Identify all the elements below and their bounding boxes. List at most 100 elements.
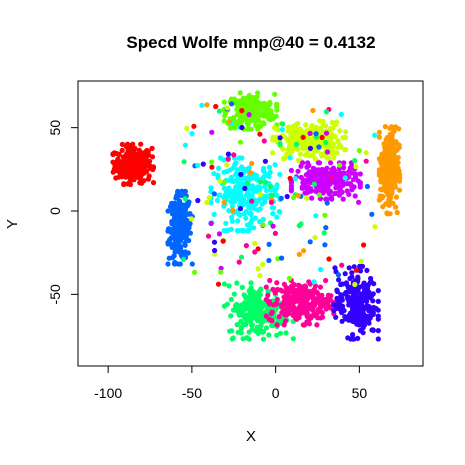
cluster-3-point bbox=[318, 125, 324, 131]
cluster-3-point bbox=[327, 126, 333, 132]
cluster-8-point bbox=[315, 291, 321, 297]
cluster-5-point bbox=[340, 196, 346, 202]
cluster-8-point bbox=[290, 312, 296, 318]
cluster-9-point bbox=[356, 284, 362, 290]
cluster-3-point bbox=[289, 140, 295, 146]
cluster-2-point bbox=[234, 101, 240, 107]
cluster-9-point bbox=[349, 270, 355, 276]
cluster-6-point bbox=[393, 194, 399, 200]
cluster-9-point bbox=[369, 293, 375, 299]
cluster-7-point bbox=[259, 311, 265, 317]
cluster-6-point bbox=[393, 204, 399, 210]
outlier-point bbox=[204, 199, 210, 205]
cluster-6-point bbox=[389, 190, 395, 196]
cluster-9-point bbox=[350, 332, 356, 338]
cluster-7-point bbox=[270, 322, 276, 329]
cluster-8-point bbox=[317, 284, 323, 290]
cluster-1-point bbox=[172, 243, 178, 249]
outlier-point bbox=[261, 138, 267, 144]
cluster-8-point bbox=[289, 283, 295, 289]
cluster-6-point bbox=[384, 174, 390, 180]
cluster-7-point bbox=[241, 292, 247, 298]
cluster-8-point bbox=[281, 281, 287, 287]
cluster-6-point bbox=[378, 179, 384, 185]
outlier-point bbox=[246, 112, 252, 118]
cluster-6-point bbox=[390, 143, 396, 149]
cluster-0-point bbox=[121, 181, 127, 188]
cluster-6-point bbox=[382, 124, 388, 130]
cluster-5-point bbox=[332, 190, 338, 197]
outlier-point bbox=[353, 164, 359, 170]
cluster-8-point bbox=[266, 298, 272, 305]
cluster-5-point bbox=[295, 168, 301, 174]
cluster-2-point bbox=[259, 101, 265, 107]
cluster-3-point bbox=[281, 155, 287, 162]
cluster-2-point bbox=[235, 111, 241, 118]
outlier-point bbox=[295, 193, 301, 199]
cluster-6-point bbox=[396, 126, 402, 132]
cluster-8-point bbox=[274, 286, 281, 293]
outlier-point bbox=[328, 175, 334, 181]
cluster-6-point bbox=[376, 134, 382, 140]
cluster-6-point bbox=[388, 124, 395, 130]
outlier-point bbox=[236, 259, 242, 265]
cluster-8-point bbox=[271, 302, 277, 308]
cluster-5-point bbox=[334, 181, 340, 187]
outlier-point bbox=[337, 162, 343, 168]
cluster-3-point bbox=[306, 153, 313, 159]
cluster-3-point bbox=[309, 123, 315, 129]
outlier-point bbox=[205, 233, 212, 239]
cluster-2-point bbox=[272, 91, 278, 97]
outlier-point bbox=[237, 206, 244, 212]
cluster-5-point bbox=[310, 169, 316, 175]
cluster-8-point bbox=[304, 310, 310, 316]
outlier-point bbox=[303, 195, 310, 201]
outlier-point bbox=[339, 262, 345, 268]
cluster-3-point bbox=[302, 152, 309, 158]
cluster-3-point bbox=[293, 137, 299, 143]
cluster-9-point bbox=[362, 294, 368, 301]
cluster-9-point bbox=[367, 312, 374, 319]
cluster-4-point bbox=[233, 160, 239, 166]
cluster-8-point bbox=[311, 299, 318, 305]
cluster-8-point bbox=[325, 295, 331, 301]
outlier-point bbox=[182, 196, 188, 202]
cluster-3-point bbox=[328, 140, 334, 146]
cluster-0-point bbox=[130, 141, 136, 147]
cluster-4-point bbox=[266, 173, 272, 179]
outlier-point bbox=[363, 158, 369, 164]
cluster-5-point bbox=[335, 174, 341, 180]
cluster-1-point bbox=[181, 225, 187, 231]
cluster-6-point bbox=[382, 148, 388, 154]
cluster-5-point bbox=[324, 165, 330, 171]
cluster-7-point bbox=[221, 281, 227, 287]
cluster-1-point bbox=[170, 200, 176, 206]
outlier-point bbox=[238, 254, 245, 260]
cluster-9-point bbox=[364, 285, 371, 291]
outlier-point bbox=[212, 247, 218, 254]
cluster-7-point bbox=[228, 296, 234, 303]
outlier-point bbox=[223, 188, 230, 194]
cluster-5-point bbox=[340, 182, 346, 188]
cluster-4-point bbox=[260, 167, 266, 173]
cluster-4-point bbox=[229, 203, 235, 209]
cluster-3-point bbox=[292, 124, 298, 130]
cluster-0-point bbox=[121, 165, 127, 171]
outlier-point bbox=[239, 124, 245, 131]
cluster-4-point bbox=[253, 185, 259, 191]
outlier-point bbox=[231, 114, 237, 121]
y-axis: -50 0 50 bbox=[47, 120, 79, 304]
cluster-9-point bbox=[354, 321, 360, 327]
cluster-0-point bbox=[139, 180, 145, 186]
cluster-6-point bbox=[377, 193, 383, 199]
cluster-8-point bbox=[314, 322, 320, 328]
outlier-point bbox=[311, 279, 317, 285]
outlier-point bbox=[218, 269, 224, 275]
outlier-point bbox=[209, 159, 215, 165]
cluster-3-point bbox=[285, 124, 292, 130]
cluster-2-point bbox=[234, 106, 240, 113]
cluster-5-point bbox=[303, 172, 309, 178]
outlier-point bbox=[277, 141, 283, 147]
cluster-4-point bbox=[256, 219, 263, 225]
cluster-0-point bbox=[117, 166, 123, 172]
